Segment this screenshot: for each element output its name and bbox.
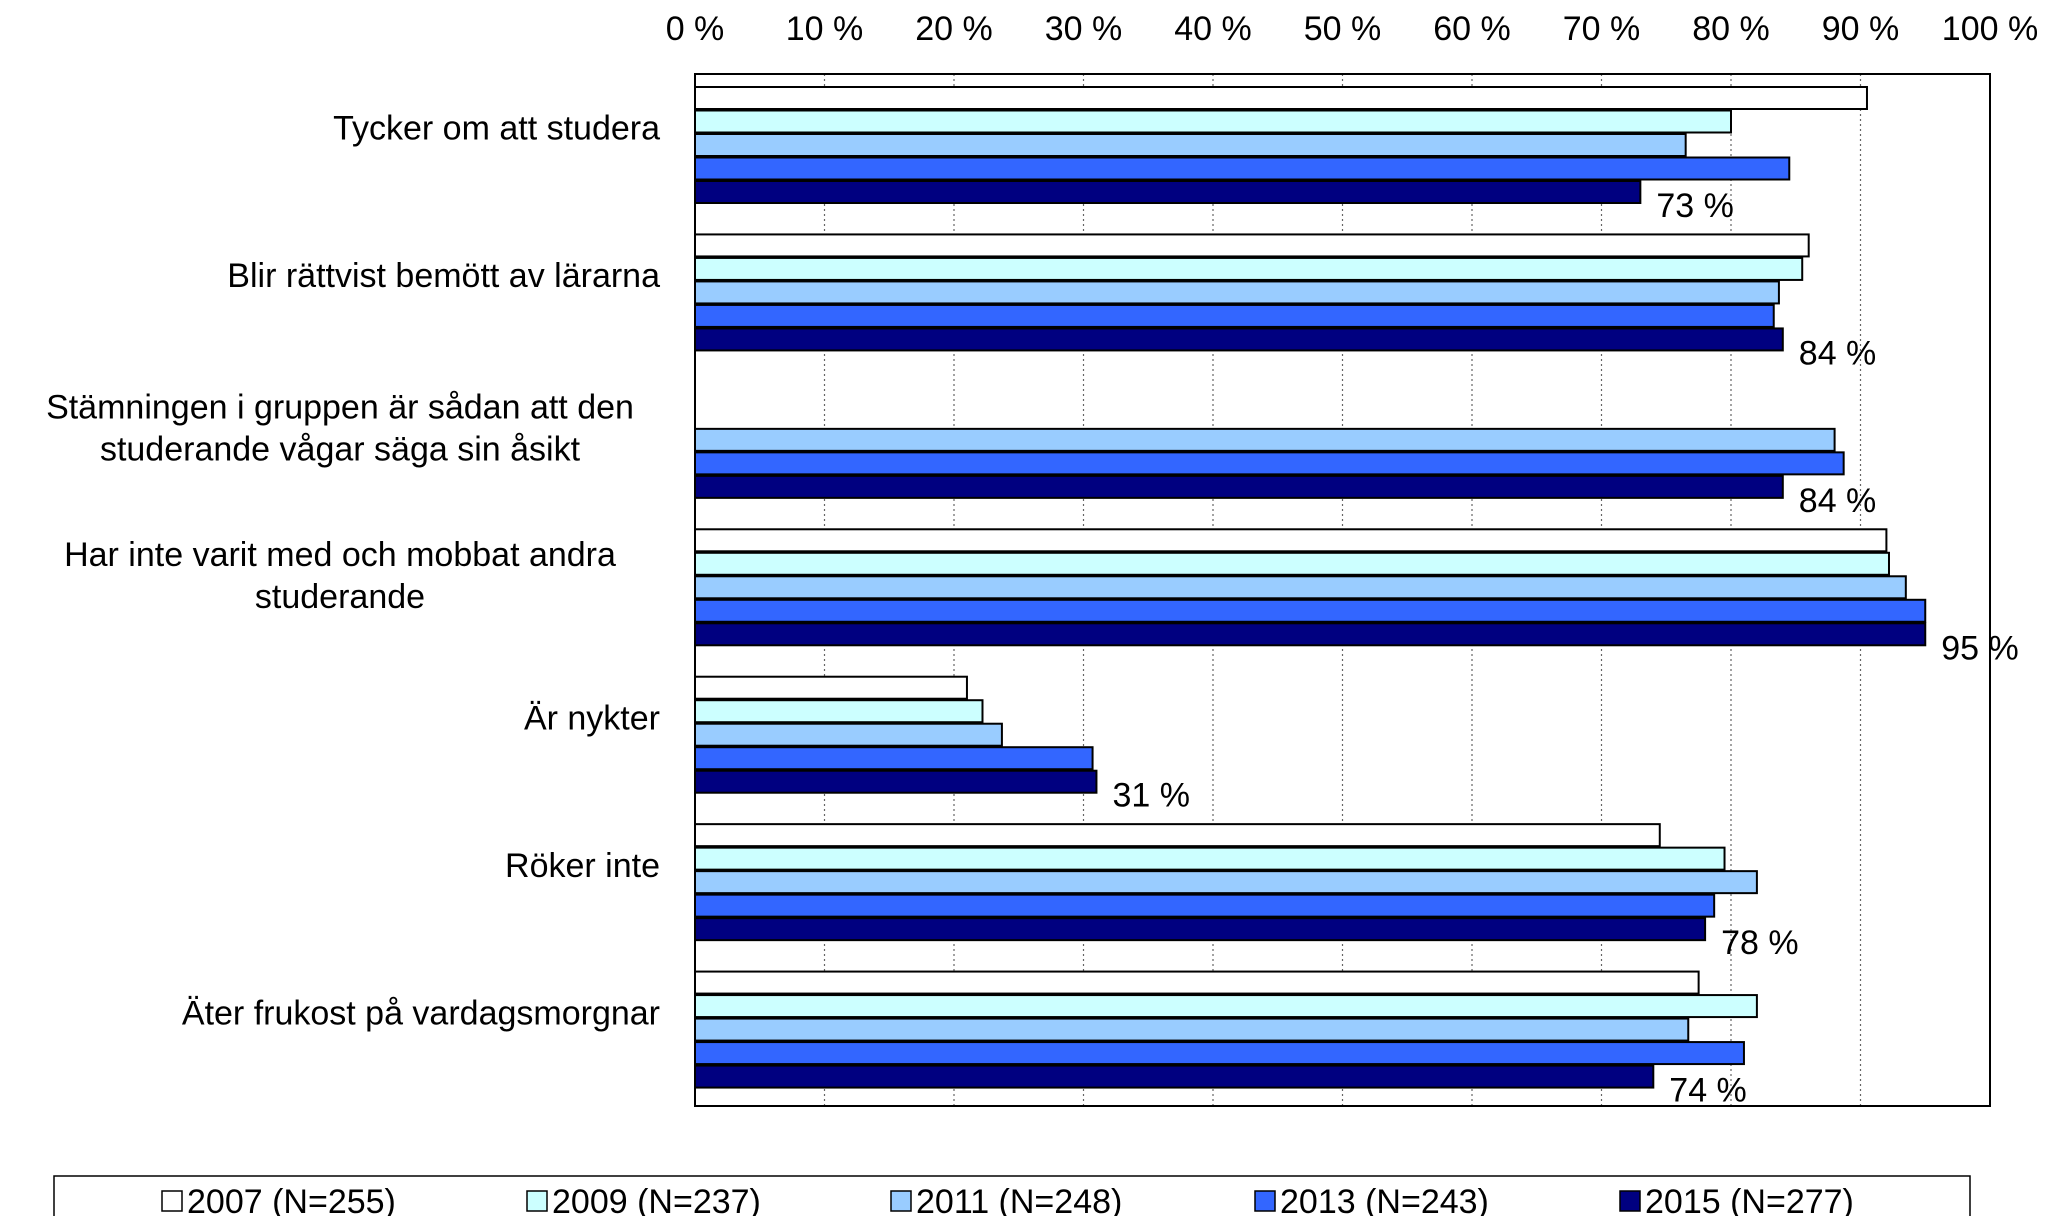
data-label: 84 % [1799,482,1877,520]
bar [694,451,1845,476]
category-label: Har inte varit med och mobbat andra stude… [64,536,616,616]
legend-swatch [890,1190,912,1212]
category-label: Stämningen i gruppen är sådan att den stu… [46,389,634,469]
legend: 2007 (N=255) 2009 (N=237) 2011 (N=248) 2013… [53,1175,1971,1216]
bar [694,474,1784,499]
bar [694,675,968,700]
data-labels: 73 % 84 % 84 % 95 % 31 % 78 % 74 % [1112,187,2018,1110]
bar [694,1017,1690,1042]
legend-label: 2013 (N=243) [1280,1183,1489,1216]
legend-swatch [1619,1190,1641,1212]
bar [694,970,1700,995]
bar [694,427,1836,452]
bar [694,233,1810,258]
legend-box [53,1175,1971,1216]
bar [694,846,1726,871]
bar [694,746,1094,771]
bar [694,575,1907,600]
x-axis-tick-labels: 0 % 10 % 20 % 30 % 40 % 50 % 60 % 70 % 80 % 90 % 1… [666,10,2039,48]
bar [694,917,1707,942]
x-tick-label: 10 % [786,10,864,48]
bar [694,551,1890,576]
legend-label: 2011 (N=248) [916,1183,1122,1216]
bar [694,280,1780,305]
bar [694,622,1927,647]
legend-label: 2015 (N=277) [1645,1183,1854,1216]
bar [694,870,1758,895]
x-tick-label: 90 % [1822,10,1900,48]
bar [694,156,1791,181]
bar [694,528,1888,553]
x-tick-label: 0 % [666,10,725,48]
legend-swatch [1254,1190,1276,1212]
legend-label: 2007 (N=255) [187,1183,396,1216]
category-label: Äter frukost på vardagsmorgnar [182,994,660,1032]
category-label: Blir rättvist bemött av lärarna [227,257,660,295]
x-tick-label: 60 % [1433,10,1511,48]
bar [694,893,1716,918]
category-labels: Tycker om att studera Blir rättvist bemöt… [46,110,660,1033]
bar [694,1041,1745,1066]
bar [694,722,1003,747]
bar [694,86,1868,110]
bar [694,256,1804,281]
data-label: 95 % [1941,629,2019,667]
bar [694,769,1098,794]
bar [694,133,1687,157]
bar [694,823,1661,848]
data-label: 74 % [1669,1072,1747,1110]
bar [694,109,1732,134]
x-tick-label: 50 % [1304,10,1382,48]
x-tick-label: 40 % [1174,10,1252,48]
category-label: Är nykter [524,699,660,737]
x-tick-label: 80 % [1692,10,1770,48]
bar [694,699,984,724]
x-tick-label: 100 % [1942,10,2038,48]
bar [694,598,1927,623]
legend-swatch [161,1190,183,1212]
legend-label: 2009 (N=237) [552,1183,761,1216]
bar [694,1064,1655,1089]
bar [694,303,1775,328]
bar [694,180,1642,204]
plot-area-frame [694,73,1991,1107]
data-label: 31 % [1112,777,1190,815]
legend-swatch [526,1190,548,1212]
x-tick-label: 30 % [1045,10,1123,48]
category-label: Tycker om att studera [333,110,660,148]
x-tick-label: 20 % [915,10,993,48]
bar [694,994,1758,1019]
data-label: 84 % [1799,334,1877,372]
category-label: Röker inte [505,847,660,885]
data-label: 73 % [1656,187,1734,225]
bar [694,327,1784,352]
x-tick-label: 70 % [1563,10,1641,48]
data-label: 78 % [1721,924,1799,962]
